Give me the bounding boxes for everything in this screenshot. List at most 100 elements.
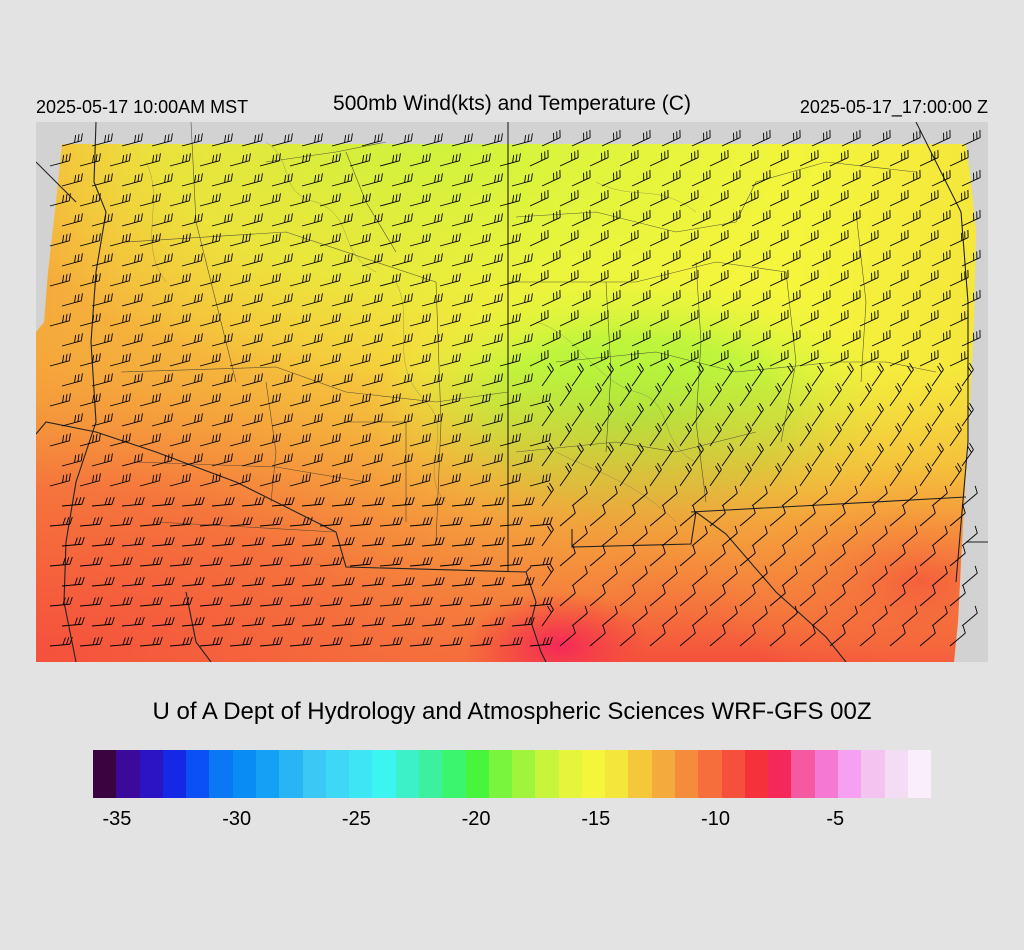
wind-barb xyxy=(199,596,223,607)
wind-barb xyxy=(601,209,621,227)
wind-barb xyxy=(349,596,373,607)
wind-barb xyxy=(469,516,493,527)
wind-barb xyxy=(661,605,678,627)
wind-barb xyxy=(919,382,932,407)
wind-barb xyxy=(229,273,251,287)
wind-barb xyxy=(709,229,729,247)
wind-barb xyxy=(199,193,221,207)
wind-barb xyxy=(601,169,621,187)
wind-barb xyxy=(481,413,503,427)
wind-barb xyxy=(829,229,849,247)
wind-barb xyxy=(499,516,523,527)
wind-barb xyxy=(349,153,371,167)
colorbar-swatch xyxy=(209,750,233,798)
wind-barb xyxy=(739,382,752,407)
wind-barb xyxy=(229,233,251,247)
wind-barb xyxy=(829,505,846,527)
wind-barb xyxy=(841,485,858,507)
wind-barb xyxy=(379,556,403,567)
wind-barb xyxy=(481,253,503,267)
wind-barb xyxy=(121,373,143,387)
wind-barb xyxy=(721,169,741,187)
wind-barb xyxy=(889,229,909,247)
wind-barb xyxy=(589,625,606,647)
wind-barb xyxy=(301,413,323,427)
wind-barb xyxy=(829,545,846,567)
wind-barb xyxy=(901,362,914,387)
wind-barb xyxy=(811,485,828,507)
wind-barb xyxy=(259,233,281,247)
wind-barb xyxy=(469,193,491,207)
wind-barb xyxy=(271,536,295,547)
wind-barb xyxy=(919,625,936,647)
wind-barb xyxy=(409,353,431,367)
wind-barb xyxy=(421,453,443,467)
wind-barb xyxy=(859,422,872,447)
wind-barb xyxy=(61,293,83,307)
colorbar-swatch xyxy=(372,750,396,798)
wind-barb xyxy=(589,462,602,487)
wind-barb xyxy=(769,309,789,327)
wind-barb xyxy=(541,402,554,427)
wind-barb xyxy=(121,333,143,347)
wind-barb xyxy=(529,309,549,327)
wind-barb xyxy=(331,496,355,507)
wind-barb xyxy=(139,353,161,367)
wind-barb xyxy=(169,556,193,567)
wind-barb xyxy=(301,173,323,187)
wind-barb xyxy=(781,402,794,427)
wind-barb xyxy=(631,209,651,227)
wind-barb xyxy=(469,313,491,327)
wind-barb xyxy=(151,536,175,547)
wind-barb xyxy=(919,462,932,487)
wind-barb xyxy=(409,433,431,447)
wind-barb xyxy=(841,169,861,187)
wind-barb xyxy=(649,462,662,487)
wind-barb xyxy=(859,585,876,607)
wind-barb xyxy=(91,293,113,307)
wind-barb xyxy=(259,473,281,487)
wind-barb xyxy=(109,273,131,287)
wind-barb xyxy=(289,516,313,527)
wind-barb xyxy=(961,485,978,507)
wind-barb xyxy=(631,329,651,347)
wind-barb xyxy=(349,393,371,407)
wind-barb xyxy=(781,362,794,387)
wind-barb xyxy=(571,129,591,147)
wind-barb xyxy=(79,353,101,367)
wind-barb xyxy=(889,149,909,167)
wind-barb xyxy=(889,382,902,407)
wind-barb xyxy=(211,496,235,507)
wind-barb xyxy=(91,173,113,187)
colorbar-swatch xyxy=(139,750,163,798)
wind-barb xyxy=(739,269,759,287)
wind-barb xyxy=(739,149,759,167)
wind-barb xyxy=(589,505,606,527)
wind-barb xyxy=(259,516,283,527)
wind-barb xyxy=(931,169,951,187)
colorbar-swatch xyxy=(93,750,117,798)
wind-barb xyxy=(649,189,669,207)
wind-barb xyxy=(181,576,205,587)
wind-barb xyxy=(661,525,678,547)
wind-barb xyxy=(109,233,131,247)
wind-barb xyxy=(529,636,553,647)
temperature-colorbar xyxy=(93,750,932,798)
wind-barb xyxy=(169,193,191,207)
wind-barb xyxy=(331,333,353,347)
wind-barb xyxy=(331,373,353,387)
wind-barb xyxy=(631,249,651,267)
wind-barb xyxy=(571,525,588,547)
wind-barb xyxy=(631,362,644,387)
wind-barb xyxy=(289,153,311,167)
wind-barb xyxy=(709,149,729,167)
wind-barb xyxy=(811,249,831,267)
wind-barb xyxy=(601,249,621,267)
wind-barb xyxy=(79,233,101,247)
wind-barb xyxy=(829,269,849,287)
wind-barb xyxy=(49,353,71,367)
wind-barb xyxy=(499,473,521,487)
wind-barb xyxy=(181,413,203,427)
colorbar-swatch xyxy=(162,750,187,798)
wind-barb xyxy=(529,149,549,167)
